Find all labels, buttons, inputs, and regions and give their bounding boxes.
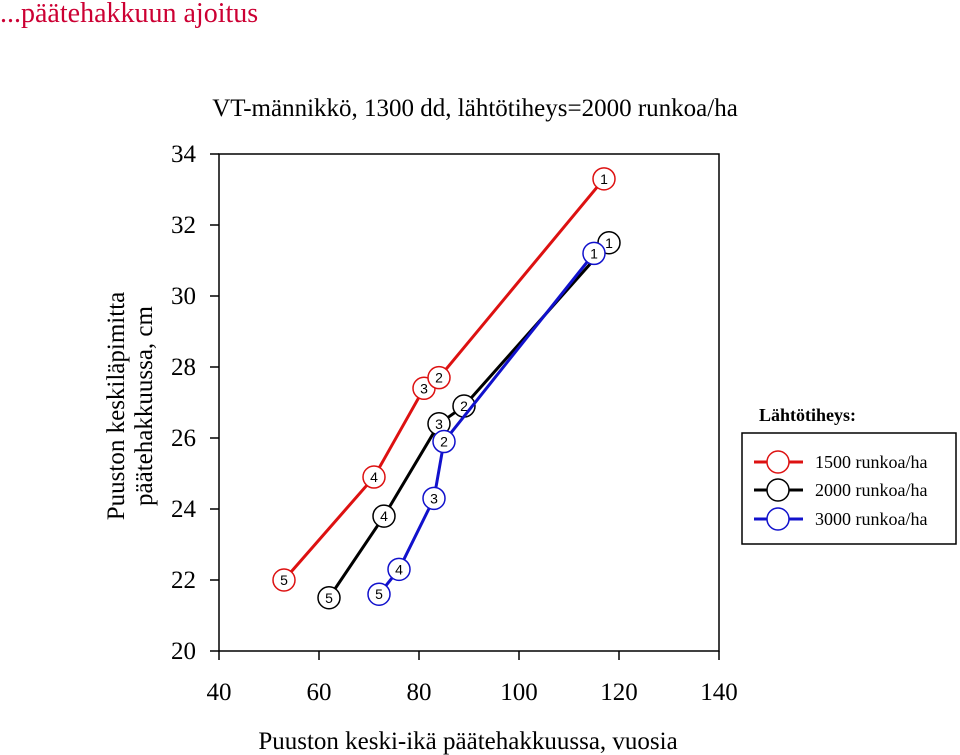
data-point	[387, 557, 411, 582]
x-tick-label: 120	[600, 679, 638, 706]
legend-box	[741, 432, 957, 545]
x-tick-label: 60	[307, 679, 332, 706]
data-point-label: 3	[430, 490, 438, 506]
data-point	[367, 582, 391, 606]
legend-items: 1500 runkoa/ha 2000 runkoa/ha 3000 runkoa/…	[754, 450, 927, 531]
data-point-label: 2	[460, 398, 468, 414]
y-tick-label: 28	[171, 354, 196, 381]
data-point-label: 5	[375, 586, 383, 602]
legend-swatch-marker	[766, 478, 790, 502]
data-point-label: 4	[395, 561, 403, 577]
plot-frame	[218, 153, 720, 652]
y-tick-label: 26	[171, 425, 196, 452]
y-tick-label: 34	[171, 141, 197, 168]
legend-swatch-marker	[766, 507, 790, 531]
y-axis-label: Puuston keskiläpimitta päätehakkuussa, c…	[103, 292, 158, 520]
data-point	[422, 486, 446, 511]
chart-title: VT-männikkö, 1300 dd, lähtötiheys=2000 r…	[212, 95, 738, 122]
y-tick-label: 32	[171, 212, 196, 239]
x-tick-label: 100	[500, 679, 538, 706]
y-axis-label-line1: Puuston keskiläpimitta	[103, 292, 130, 520]
data-point	[362, 465, 386, 489]
data-point-label: 1	[605, 235, 613, 251]
legend-item: 3000 runkoa/ha	[754, 507, 927, 531]
y-axis-label-line2: päätehakkuussa, cm	[131, 305, 158, 505]
data-point-label: 2	[440, 434, 448, 450]
legend-label: 2000 runkoa/ha	[815, 480, 927, 500]
legend-title: Lähtötiheys:	[759, 405, 856, 425]
data-point-label: 4	[380, 508, 388, 524]
data-point-label: 2	[435, 370, 443, 386]
data-point-label: 4	[370, 469, 378, 485]
y-tick-label: 20	[171, 638, 196, 665]
page-title: ...päätehakkuun ajoitus	[0, 0, 259, 29]
y-tick-label: 22	[171, 567, 196, 594]
data-point-label: 3	[435, 416, 443, 432]
data-point	[427, 365, 451, 390]
x-tick-label: 80	[407, 679, 432, 706]
data-point-label: 3	[420, 380, 428, 396]
data-point-label: 1	[600, 171, 608, 187]
data-point-label: 5	[280, 572, 288, 588]
legend-swatch-marker	[766, 450, 790, 474]
y-tick-label: 30	[171, 283, 196, 310]
legend-label: 3000 runkoa/ha	[815, 509, 927, 529]
series-line	[327, 241, 611, 599]
data-point-label: 5	[325, 590, 333, 606]
data-point	[432, 429, 456, 454]
legend: Lähtötiheys: 1500 runkoa/ha 2000 runkoa/h…	[741, 405, 957, 545]
series-line	[377, 252, 596, 596]
data-point	[272, 568, 296, 592]
data-point	[372, 504, 396, 528]
x-tick-label: 140	[700, 679, 738, 706]
x-axis-label: Puuston keski-ikä päätehakkuussa, vuosia	[258, 728, 677, 755]
legend-item: 1500 runkoa/ha	[754, 450, 927, 474]
data-point	[592, 167, 616, 191]
data-point	[317, 586, 341, 610]
data-point	[582, 241, 606, 266]
x-tick-label: 40	[207, 679, 232, 706]
legend-item: 2000 runkoa/ha	[754, 478, 927, 502]
legend-label: 1500 runkoa/ha	[815, 452, 927, 472]
y-tick-label: 24	[171, 496, 197, 523]
data-point-label: 1	[590, 245, 598, 261]
